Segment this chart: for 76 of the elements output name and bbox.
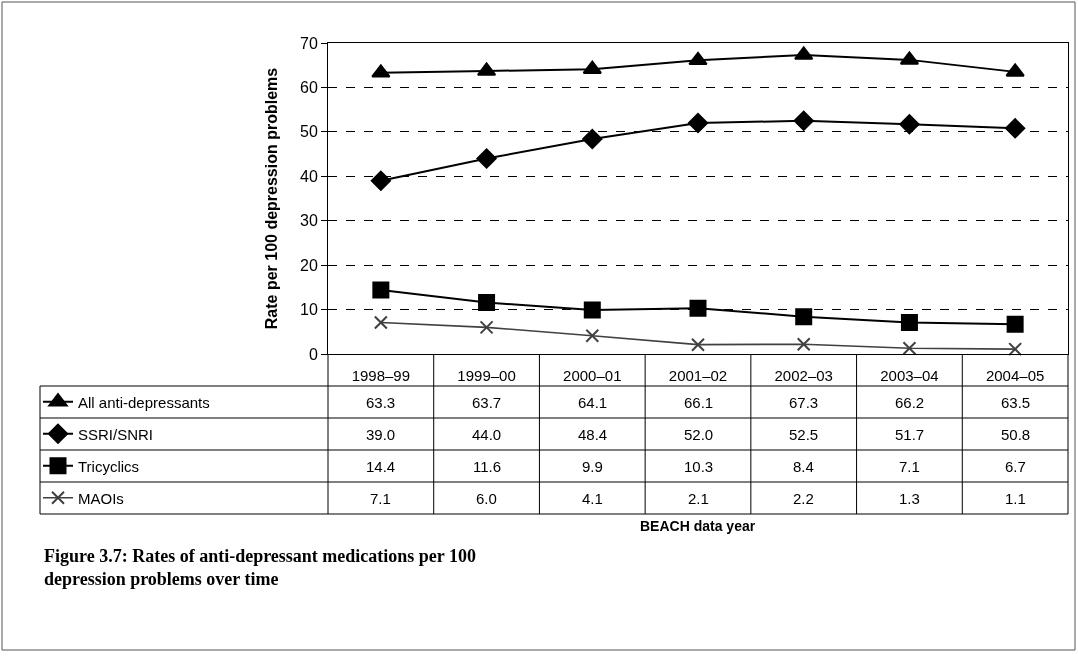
data-label: 64.1 (578, 394, 608, 411)
y-tick-label: 40 (300, 167, 318, 185)
point (479, 320, 494, 335)
y-axis-title: Rate per 100 depression problems (262, 67, 280, 330)
y-tick-label: 60 (300, 79, 318, 97)
x-tick-label: 2003–04 (880, 367, 939, 384)
x-tick-label: 2002–03 (774, 367, 833, 384)
data-label: 4.1 (582, 490, 603, 507)
point (1006, 315, 1024, 333)
x-tick-label: 1998–99 (351, 367, 411, 384)
point (582, 60, 602, 74)
point (794, 46, 814, 60)
text: BEACH data year (640, 518, 756, 534)
data-label: 52.5 (789, 426, 819, 443)
data-label: 63.3 (366, 394, 396, 411)
data-label: 39.0 (366, 426, 396, 443)
data-label: 9.9 (582, 458, 603, 475)
data-label: 63.5 (1001, 394, 1031, 411)
point (796, 337, 811, 352)
point (687, 112, 709, 134)
point (1005, 63, 1025, 77)
point (900, 313, 918, 331)
point (1008, 342, 1023, 357)
legend-label: MAOIs (78, 489, 124, 507)
data-label: 51.7 (895, 426, 925, 443)
point (689, 299, 707, 317)
legend-label: Tricyclics (78, 457, 140, 475)
data-label: 11.6 (473, 458, 502, 475)
point (370, 170, 391, 191)
point (582, 128, 603, 150)
x-tick-label: 2004–05 (985, 367, 1045, 384)
data-label: 6.7 (1005, 458, 1026, 475)
data-label: 66.1 (684, 394, 714, 411)
data-label: 1.1 (1005, 490, 1026, 507)
point (1005, 118, 1026, 139)
point (585, 328, 600, 343)
data-label: 14.4 (366, 458, 396, 475)
point (688, 51, 708, 66)
data-label: 52.0 (684, 426, 714, 443)
y-tick-label: 0 (308, 345, 318, 363)
y-tick-label: 20 (300, 256, 318, 274)
point (899, 114, 920, 135)
point (902, 341, 917, 356)
y-tick-label: 50 (300, 123, 318, 141)
point (583, 301, 601, 319)
x-tick-label: 2001–02 (668, 367, 728, 384)
data-label: 6.0 (476, 490, 497, 507)
y-tick-label: 70 (300, 34, 318, 52)
data-label: 10.3 (684, 458, 714, 475)
point (373, 315, 388, 330)
data-label: 7.1 (370, 490, 391, 507)
data-label: 8.4 (793, 458, 814, 475)
legend-label: SSRI/SNRI (78, 425, 154, 443)
data-label: 7.1 (899, 458, 920, 475)
data-label: 66.2 (895, 394, 925, 411)
point (691, 337, 705, 352)
y-tick-label: 30 (300, 212, 318, 230)
data-label: 50.8 (1001, 426, 1031, 443)
point (478, 293, 496, 311)
data-label: 63.7 (472, 394, 502, 411)
data-label: 48.4 (578, 426, 608, 443)
y-tick-label: 10 (300, 301, 318, 319)
x-tick-label: 2000–01 (563, 367, 622, 384)
caption: Figure 3.7: Rates of anti-depressant medications per 100 depression problems over time (44, 546, 476, 590)
data-label: 1.3 (899, 490, 920, 507)
point (795, 308, 813, 326)
legend-label: All anti-depressants (78, 393, 210, 411)
data-label: 67.3 (789, 394, 819, 411)
data-label: 2.1 (688, 490, 709, 507)
x-tick-label: 1999–00 (457, 367, 516, 384)
point (476, 148, 497, 169)
point (793, 110, 814, 131)
data-label: 44.0 (472, 426, 502, 443)
data-label: 2.2 (793, 490, 814, 507)
point (371, 64, 391, 78)
point (372, 281, 390, 299)
